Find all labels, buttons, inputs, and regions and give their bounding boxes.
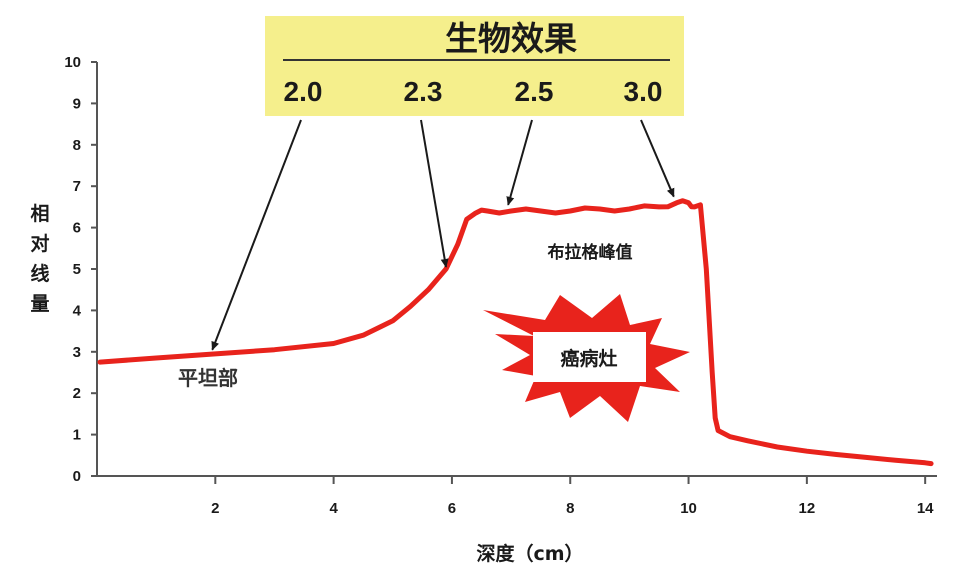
x-axis-label: 深度（cm） <box>476 542 583 565</box>
x-tick-label: 12 <box>799 500 816 517</box>
y-tick-label: 9 <box>73 95 81 112</box>
x-axis-ticks: 2 4 6 8 10 12 14 <box>211 476 934 517</box>
y-axis-label-char: 对 <box>30 232 49 255</box>
bio-effect-value: 2.3 <box>404 76 443 107</box>
bio-effect-arrow <box>211 119 302 351</box>
x-tick-label: 4 <box>329 500 338 517</box>
x-tick-label: 10 <box>680 500 697 517</box>
bio-effect-value: 2.5 <box>515 76 554 107</box>
tumor-label: 癌病灶 <box>560 347 617 370</box>
y-tick-label: 10 <box>64 54 81 71</box>
x-tick-label: 14 <box>917 500 934 517</box>
y-tick-label: 3 <box>73 344 81 361</box>
y-tick-label: 4 <box>73 302 82 319</box>
y-tick-label: 0 <box>73 468 81 485</box>
x-tick-label: 6 <box>448 500 456 517</box>
bio-effect-values: 2.0 2.3 2.5 3.0 <box>284 76 663 107</box>
y-axis-ticks: 0 1 2 3 4 5 6 7 8 9 10 <box>64 54 97 485</box>
x-tick-label: 8 <box>566 500 574 517</box>
y-tick-label: 6 <box>73 220 81 237</box>
y-tick-label: 5 <box>73 261 81 278</box>
x-tick-label: 2 <box>211 500 219 517</box>
y-axis-label-char: 线 <box>30 262 49 285</box>
bio-effect-arrow <box>640 119 675 198</box>
y-tick-label: 2 <box>73 385 81 402</box>
plateau-label: 平坦部 <box>178 366 238 390</box>
y-axis-label-char: 相 <box>30 203 49 225</box>
bio-effect-title: 生物效果 <box>445 19 577 58</box>
bio-effect-arrows <box>211 119 675 351</box>
bio-effect-box <box>265 16 684 116</box>
bio-effect-value: 2.0 <box>284 76 323 107</box>
y-tick-label: 8 <box>73 137 81 154</box>
y-tick-label: 7 <box>73 178 81 195</box>
bio-effect-arrow <box>506 119 533 206</box>
y-axis-label-char: 量 <box>30 293 49 315</box>
y-tick-label: 1 <box>73 427 81 444</box>
tumor-label-box <box>533 332 646 382</box>
bio-effect-arrow <box>420 119 449 268</box>
bragg-peak-label: 布拉格峰值 <box>548 242 633 263</box>
bio-effect-value: 3.0 <box>624 76 663 107</box>
dose-curve-line <box>97 198 934 467</box>
